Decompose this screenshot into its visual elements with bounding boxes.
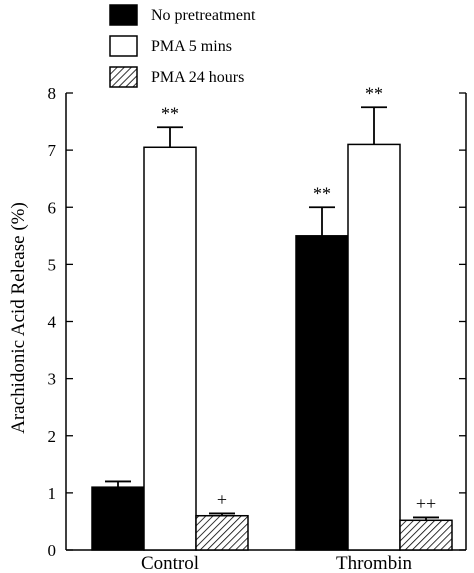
legend-label: PMA 5 mins — [151, 38, 232, 55]
bars: ** + ** ** ++ — [91, 83, 453, 551]
significance-label: ** — [313, 183, 331, 203]
significance-label: ** — [365, 83, 383, 103]
legend-swatch — [109, 66, 138, 88]
bar — [91, 486, 145, 551]
y-tick-label: 3 — [48, 370, 57, 389]
bar — [143, 146, 197, 551]
bar — [399, 519, 453, 551]
bar — [347, 143, 401, 551]
bar — [295, 235, 349, 551]
significance-label: ** — [161, 103, 179, 123]
y-tick-label: 7 — [48, 141, 57, 160]
significance-label: + — [217, 489, 227, 509]
x-tick-label: Control — [141, 553, 199, 573]
y-tick-label: 4 — [48, 313, 57, 332]
significance-label: ++ — [416, 493, 436, 513]
y-tick-label: 0 — [48, 541, 57, 560]
y-tick-label: 8 — [48, 84, 57, 103]
y-axis-label: Arachidonic Acid Release (%) — [8, 202, 29, 434]
y-tick-label: 5 — [48, 255, 57, 274]
axes: 0 1 2 3 4 5 6 7 8 Control Thrombin — [48, 84, 467, 573]
legend: No pretreatment PMA 5 mins PMA 24 hours — [109, 4, 256, 88]
legend-swatch — [109, 4, 138, 26]
bar — [195, 514, 249, 551]
legend-label: No pretreatment — [151, 7, 256, 24]
y-tick-label: 2 — [48, 427, 57, 446]
y-tick-label: 1 — [48, 484, 57, 503]
x-tick-label: Thrombin — [336, 553, 412, 573]
legend-label: PMA 24 hours — [151, 69, 244, 86]
y-tick-label: 6 — [48, 198, 57, 217]
legend-swatch — [109, 35, 138, 57]
